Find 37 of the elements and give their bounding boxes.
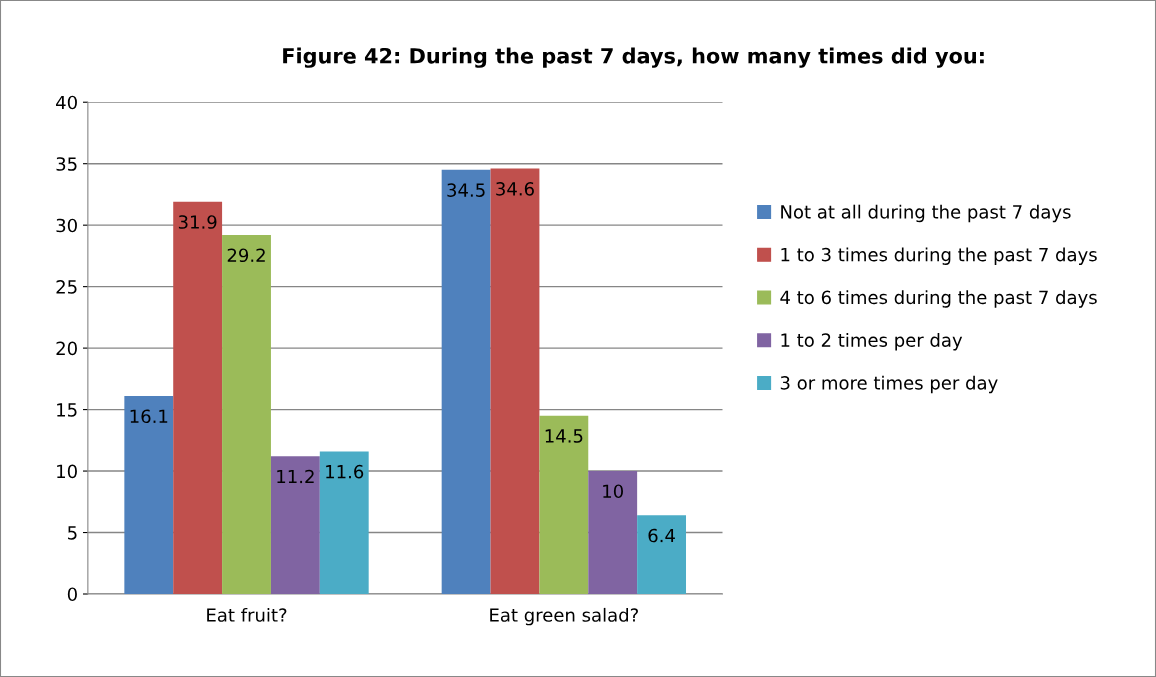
bar (319, 451, 369, 594)
data-label: 14.5 (545, 429, 583, 443)
bar (637, 515, 687, 594)
data-label: 34.6 (496, 182, 534, 196)
y-tick-label: 40 (56, 95, 77, 110)
data-label: 29.2 (227, 248, 265, 263)
y-tick-label: 15 (57, 403, 77, 417)
data-label: 31.9 (178, 215, 217, 229)
bar (490, 168, 540, 594)
y-tick-label: 20 (56, 341, 77, 356)
data-label: 16.1 (130, 409, 168, 424)
legend-label: 1 to 3 times during the past 7 days (781, 247, 1097, 265)
bar (173, 201, 223, 594)
legend-label: Not at all during the past 7 days (781, 204, 1071, 223)
x-tick-label: Eat fruit? (207, 607, 287, 622)
bar (270, 456, 320, 594)
data-label: 34.5 (447, 183, 485, 197)
data-label: 6.4 (648, 528, 675, 543)
legend-label: 4 to 6 times during the past 7 days (780, 290, 1097, 308)
y-tick-label: 25 (56, 280, 77, 294)
legend-label: 3 or more times per day (780, 375, 998, 394)
bar (441, 169, 491, 594)
bar (222, 235, 271, 594)
legend-label: 1 to 2 times per day (781, 332, 963, 351)
y-tick-label: 35 (56, 157, 77, 171)
data-label: 11.6 (326, 464, 364, 479)
y-tick-label: 30 (56, 218, 77, 233)
y-tick-label: 5 (68, 526, 77, 540)
chart-title: Figure 42: During the past 7 days, how many times did you: (283, 47, 984, 68)
y-tick-label: 0 (67, 587, 77, 602)
x-tick-label: Eat green salad? (490, 607, 638, 626)
bar (124, 396, 174, 594)
bar (539, 415, 589, 594)
data-label: 10 (603, 484, 623, 499)
y-tick-label: 10 (57, 464, 77, 479)
data-label: 11.2 (277, 469, 314, 484)
bar (588, 471, 638, 594)
